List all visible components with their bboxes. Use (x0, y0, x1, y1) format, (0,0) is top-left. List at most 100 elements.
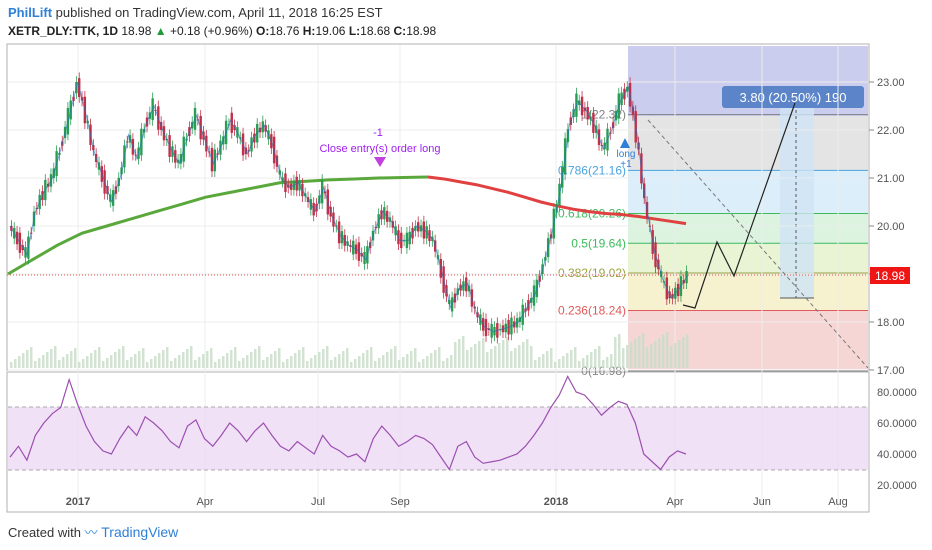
volume-bar (574, 347, 577, 368)
target-label-box[interactable] (722, 86, 864, 108)
volume-bar (218, 359, 221, 368)
rsi-pane[interactable] (6, 371, 870, 513)
volume-bar (674, 343, 677, 368)
volume-bar (566, 353, 569, 368)
target-label: 3.80 (20.50%) 190 (740, 90, 847, 105)
time-tick-label: Apr (196, 496, 213, 508)
volume-bar (478, 341, 481, 368)
volume-bar (642, 333, 645, 368)
volume-bar (122, 346, 125, 368)
volume-bar (470, 347, 473, 368)
volume-bar (406, 354, 409, 368)
sell-arrow-icon[interactable] (374, 157, 386, 167)
volume-bar (178, 355, 181, 368)
time-axis[interactable]: 2017 Apr Jul Sep 2018 Apr Jun Aug (66, 496, 848, 508)
volume-bars (10, 332, 689, 368)
volume-bar (638, 336, 641, 368)
time-tick-label: Jun (753, 496, 771, 508)
volume-bar (46, 352, 49, 368)
price-tick-label: 23.00 (877, 77, 905, 89)
volume-bar (538, 357, 541, 368)
volume-bar (402, 357, 405, 368)
volume-bar (466, 350, 469, 368)
volume-bar (370, 347, 373, 368)
fib-label: 0.382(19.02) (558, 266, 626, 280)
volume-bar (90, 353, 93, 368)
fib-label: 0.5(19.64) (571, 236, 626, 250)
rsi-line (9, 375, 687, 471)
fib-zone-4 (628, 244, 868, 274)
volume-bar (294, 353, 297, 368)
volume-bar (94, 350, 97, 368)
volume-bar (202, 354, 205, 368)
volume-bar (102, 361, 105, 368)
volume-bar (182, 352, 185, 368)
volume-bar (486, 352, 489, 368)
volume-bar (394, 346, 397, 368)
time-tick-label: 2018 (544, 496, 568, 508)
volume-bar (434, 350, 437, 368)
author-name[interactable]: PhilLift (8, 5, 53, 20)
volume-bar (106, 358, 109, 368)
symbol-info: XETR_DLY:TTK, 1D 18.98 ▲ +0.18 (+0.96%) … (8, 24, 436, 38)
volume-bar (314, 355, 317, 368)
rsi-tick-label: 80.0000 (877, 387, 917, 399)
volume-bar (286, 359, 289, 368)
volume-bar (298, 350, 301, 368)
last-price: 18.98 (121, 24, 152, 38)
volume-bar (114, 352, 117, 368)
volume-bar (378, 358, 381, 368)
volume-bar (326, 346, 329, 368)
volume-bar (146, 362, 149, 368)
volume-bar (278, 348, 281, 368)
volume-bar (58, 360, 61, 368)
price-tick-label: 22.00 (877, 125, 905, 137)
symbol-name: XETR_DLY:TTK, 1D (8, 24, 119, 38)
volume-bar (226, 353, 229, 368)
volume-bar (682, 337, 685, 368)
rsi-tick-label: 20.0000 (877, 480, 917, 492)
fib-label: 0.786(21.16) (558, 163, 626, 177)
volume-bar (598, 346, 601, 368)
volume-bar (590, 352, 593, 368)
rsi-axis[interactable]: 80.0000 60.0000 40.0000 20.0000 (877, 387, 917, 492)
projection-zigzag (682, 102, 796, 309)
open-label: O: (256, 24, 270, 38)
volume-bar (214, 362, 217, 368)
volume-bar (546, 351, 549, 368)
volume-bar (422, 359, 425, 368)
last-price-badge-text: 18.98 (875, 269, 905, 283)
volume-bar (322, 349, 325, 368)
volume-bar (258, 346, 261, 368)
volume-bar (542, 354, 545, 368)
volume-bar (686, 334, 689, 368)
close-value: 18.98 (406, 24, 437, 38)
volume-bar (138, 351, 141, 368)
volume-bar (450, 355, 453, 368)
volume-bar (22, 353, 25, 368)
volume-bar (526, 339, 529, 368)
volume-bar (618, 334, 621, 368)
buy-arrow-icon[interactable] (620, 138, 630, 148)
volume-bar (666, 332, 669, 368)
volume-bar (166, 347, 169, 368)
volume-bar (454, 342, 457, 368)
volume-bar (54, 346, 57, 368)
volume-bar (154, 356, 157, 368)
publish-info: PhilLift published on TradingView.com, A… (8, 5, 383, 20)
volume-bar (366, 350, 369, 368)
volume-bar (474, 344, 477, 368)
volume-bar (78, 362, 81, 368)
high-label: H: (302, 24, 316, 38)
tradingview-brand[interactable]: TradingView (101, 524, 179, 540)
volume-bar (662, 335, 665, 368)
volume-bar (354, 359, 357, 368)
volume-bar (646, 347, 649, 368)
price-tick-label: 18.00 (877, 317, 905, 329)
volume-bar (26, 350, 29, 368)
volume-bar (126, 360, 129, 368)
volume-bar (670, 346, 673, 368)
volume-bar (606, 357, 609, 368)
